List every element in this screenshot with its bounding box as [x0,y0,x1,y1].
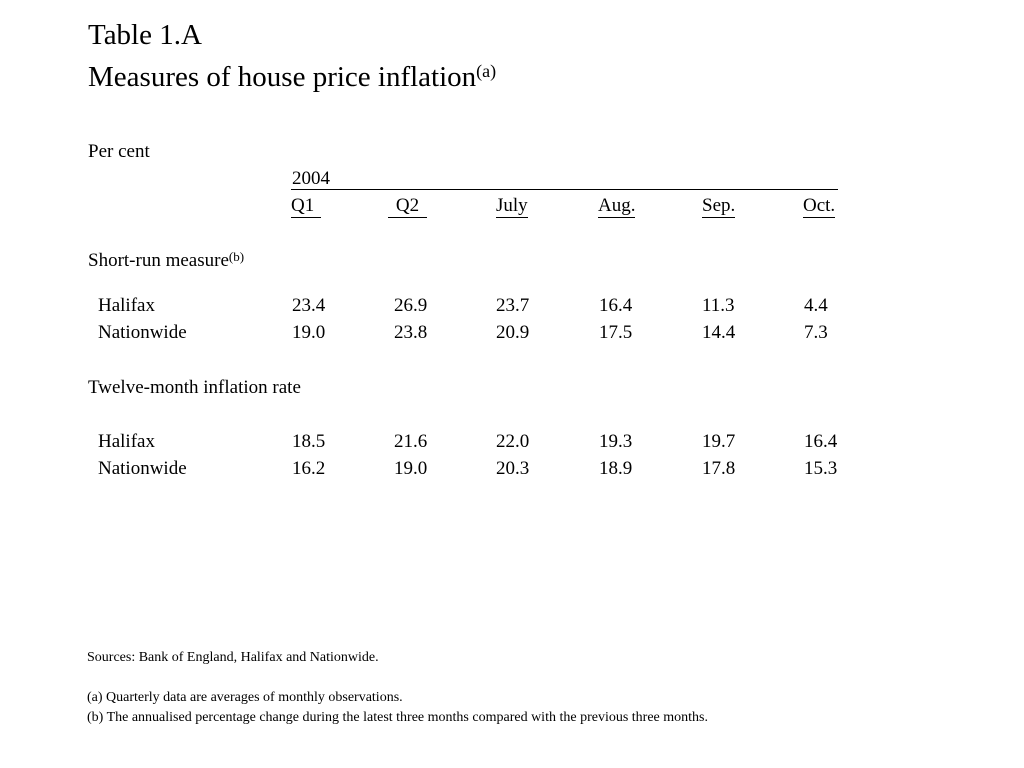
section-heading-text: Twelve-month inflation rate [88,377,301,398]
table-number: Table 1.A [88,19,202,51]
table-cell: 16.2 [292,458,326,479]
table-cell: 15.3 [804,458,838,479]
column-header-q2: Q2 [388,195,427,218]
section-heading-short-run: Short-run measure(b) [88,249,245,272]
table-cell: 19.0 [394,458,428,479]
table-cell: 18.5 [292,431,326,452]
table-cell: 14.4 [702,322,736,343]
table-cell: 23.4 [292,295,326,316]
row-label: Nationwide [98,322,187,343]
table-cell: 11.3 [702,295,735,316]
column-header-aug: Aug. [598,195,636,218]
table-cell: 7.3 [804,322,828,343]
row-label: Halifax [98,431,155,452]
table-cell: 17.8 [702,458,736,479]
section-heading-text: Short-run measure [88,250,229,271]
table-cell: 21.6 [394,431,428,452]
year-header-rule [291,189,838,190]
table-cell: 19.7 [702,431,736,452]
column-header-q1: Q1 [291,195,321,218]
table-cell: 23.7 [496,295,530,316]
units-label: Per cent [88,141,150,162]
table-cell: 17.5 [599,322,633,343]
footnote-a: (a) Quarterly data are averages of month… [87,690,403,705]
table-cell: 16.4 [804,431,838,452]
table-cell: 20.3 [496,458,530,479]
year-header: 2004 [292,168,330,189]
section-heading-twelve-month: Twelve-month inflation rate [88,377,301,399]
table-cell: 22.0 [496,431,530,452]
column-header-sep: Sep. [702,195,736,218]
column-header-oct: Oct. [803,195,836,218]
table-cell: 19.0 [292,322,326,343]
table-cell: 23.8 [394,322,428,343]
table-cell: 16.4 [599,295,633,316]
table-cell: 18.9 [599,458,633,479]
column-header-july: July [496,195,528,218]
table-cell: 19.3 [599,431,633,452]
table-title-text: Measures of house price inflation [88,61,477,93]
table-title-footnote-marker: (a) [476,61,497,81]
table-title: Measures of house price inflation(a) [88,60,496,94]
section-footnote-marker: (b) [228,249,245,264]
table-cell: 4.4 [804,295,828,316]
footnote-b: (b) The annualised percentage change dur… [87,710,708,725]
table-cell: 20.9 [496,322,530,343]
sources-note: Sources: Bank of England, Halifax and Na… [87,650,379,665]
row-label: Halifax [98,295,155,316]
row-label: Nationwide [98,458,187,479]
table-cell: 26.9 [394,295,428,316]
